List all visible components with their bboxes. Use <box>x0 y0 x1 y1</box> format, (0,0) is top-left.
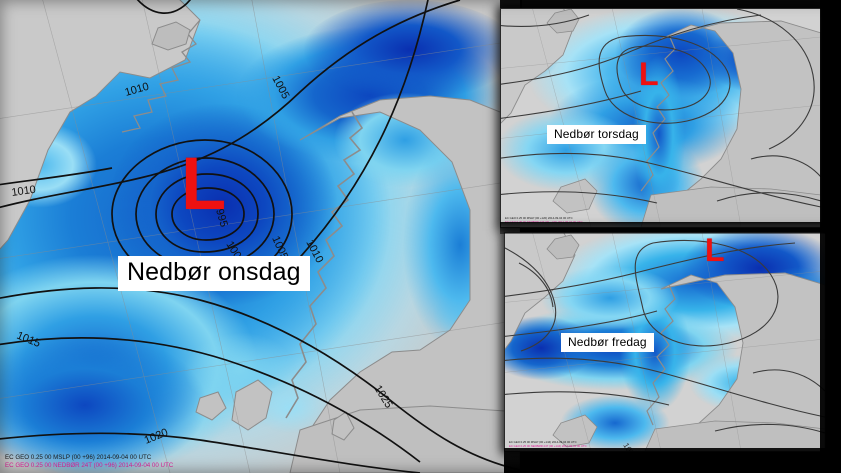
low-pressure-marker-main: L <box>181 142 227 225</box>
isobar-label-1010-b: 1010 <box>124 81 151 99</box>
panel-main-onsdag[interactable]: 1010 1010 1005 995 1000 1005 1010 1015 1… <box>0 0 520 473</box>
isobar-label-1020: 1020 <box>143 426 170 446</box>
fredag-isobar-contours: 1025 <box>505 240 825 451</box>
isobar-label-1025: 1025 <box>371 383 394 410</box>
caption-nedbor-onsdag: Nedbør onsdag <box>118 256 310 291</box>
isobar-label-1005-a: 1005 <box>269 74 291 101</box>
isobar-label-1010-a: 1010 <box>11 184 37 199</box>
meta-torsdag: EC GEO 0.25 00 MSLP (00 +120) 2014-09-04… <box>505 217 583 224</box>
isobar-label-1015: 1015 <box>15 330 42 350</box>
main-precipitation-field <box>0 0 520 473</box>
meta-main: EC GEO 0.25 00 MSLP (00 +96) 2014-09-04 … <box>5 454 173 469</box>
low-pressure-marker-torsdag: L <box>639 56 659 92</box>
panel-inset-torsdag[interactable]: L Nedbør torsdag EC GEO 0.25 00 MSLP (00… <box>500 8 822 228</box>
meta-fredag-line2: EC GEO 0.25 00 NEDBØR 24T (00 +144) 2014… <box>509 443 587 448</box>
low-pressure-marker-fredag: L <box>705 232 725 268</box>
meta-main-line1: EC GEO 0.25 00 MSLP (00 +96) 2014-09-04 … <box>5 454 152 462</box>
caption-nedbor-torsdag: Nedbør torsdag <box>547 125 646 144</box>
caption-nedbor-fredag: Nedbør fredag <box>561 333 654 352</box>
meta-fredag: EC GEO 0.25 00 MSLP (00 +144) 2014-09-04… <box>509 441 587 448</box>
main-isobar-contours: 1010 1010 1005 995 1000 1005 1010 1015 1… <box>0 0 520 473</box>
isobar-label-fredag-1025: 1025 <box>621 441 638 451</box>
isobar-label-995: 995 <box>213 208 230 229</box>
panel-inset-fredag[interactable]: 1025 L Nedbør fredag EC GEO 0.25 00 MSLP… <box>504 232 826 452</box>
main-coastline-layer <box>0 0 520 473</box>
torsdag-isobar-contours <box>501 9 821 208</box>
fredag-coastline-layer <box>505 233 825 451</box>
meta-fredag-line1: EC GEO 0.25 00 MSLP (00 +144) 2014-09-04… <box>509 440 577 445</box>
meta-torsdag-line2: EC GEO 0.25 00 NEDBØR 24T (00 +120) 2014… <box>505 219 583 224</box>
meta-main-line2: EC GEO 0.25 00 NEDBØR 24T (00 +96) 2014-… <box>5 461 174 469</box>
meta-torsdag-line1: EC GEO 0.25 00 MSLP (00 +120) 2014-09-04… <box>505 216 573 221</box>
